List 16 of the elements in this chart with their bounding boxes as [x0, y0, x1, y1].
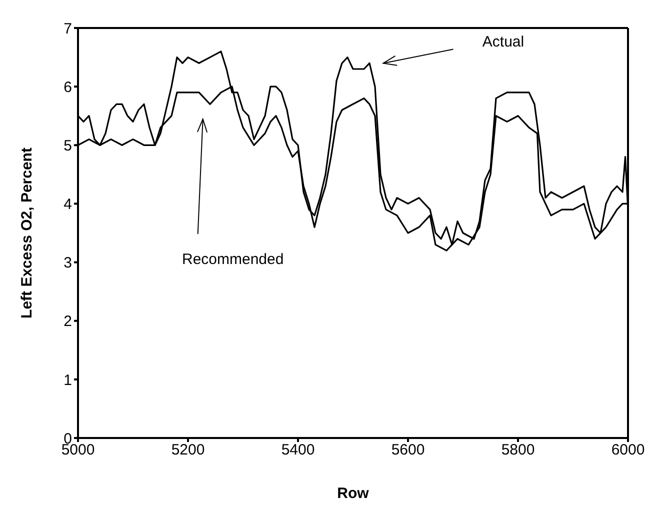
x-tick-label: 5400 [281, 442, 315, 459]
x-tick-label: 5600 [391, 442, 425, 459]
y-tick-label: 5 [64, 137, 72, 154]
y-tick-label: 1 [64, 372, 72, 389]
x-tick-label: 6000 [611, 442, 645, 459]
x-tick-label: 5200 [171, 442, 205, 459]
y-axis-title: Left Excess O2, Percent [18, 148, 36, 318]
y-tick-label: 3 [64, 254, 72, 272]
annotation: Recommended [182, 251, 284, 268]
x-tick-label: 5800 [501, 442, 535, 459]
y-tick-label: 4 [64, 196, 72, 214]
y-tick-label: 6 [64, 78, 72, 96]
y-tick-label: 2 [64, 313, 72, 330]
annotation: Actual [482, 33, 524, 50]
y-tick-label: 7 [64, 20, 72, 38]
x-axis-title: Row [337, 485, 370, 502]
